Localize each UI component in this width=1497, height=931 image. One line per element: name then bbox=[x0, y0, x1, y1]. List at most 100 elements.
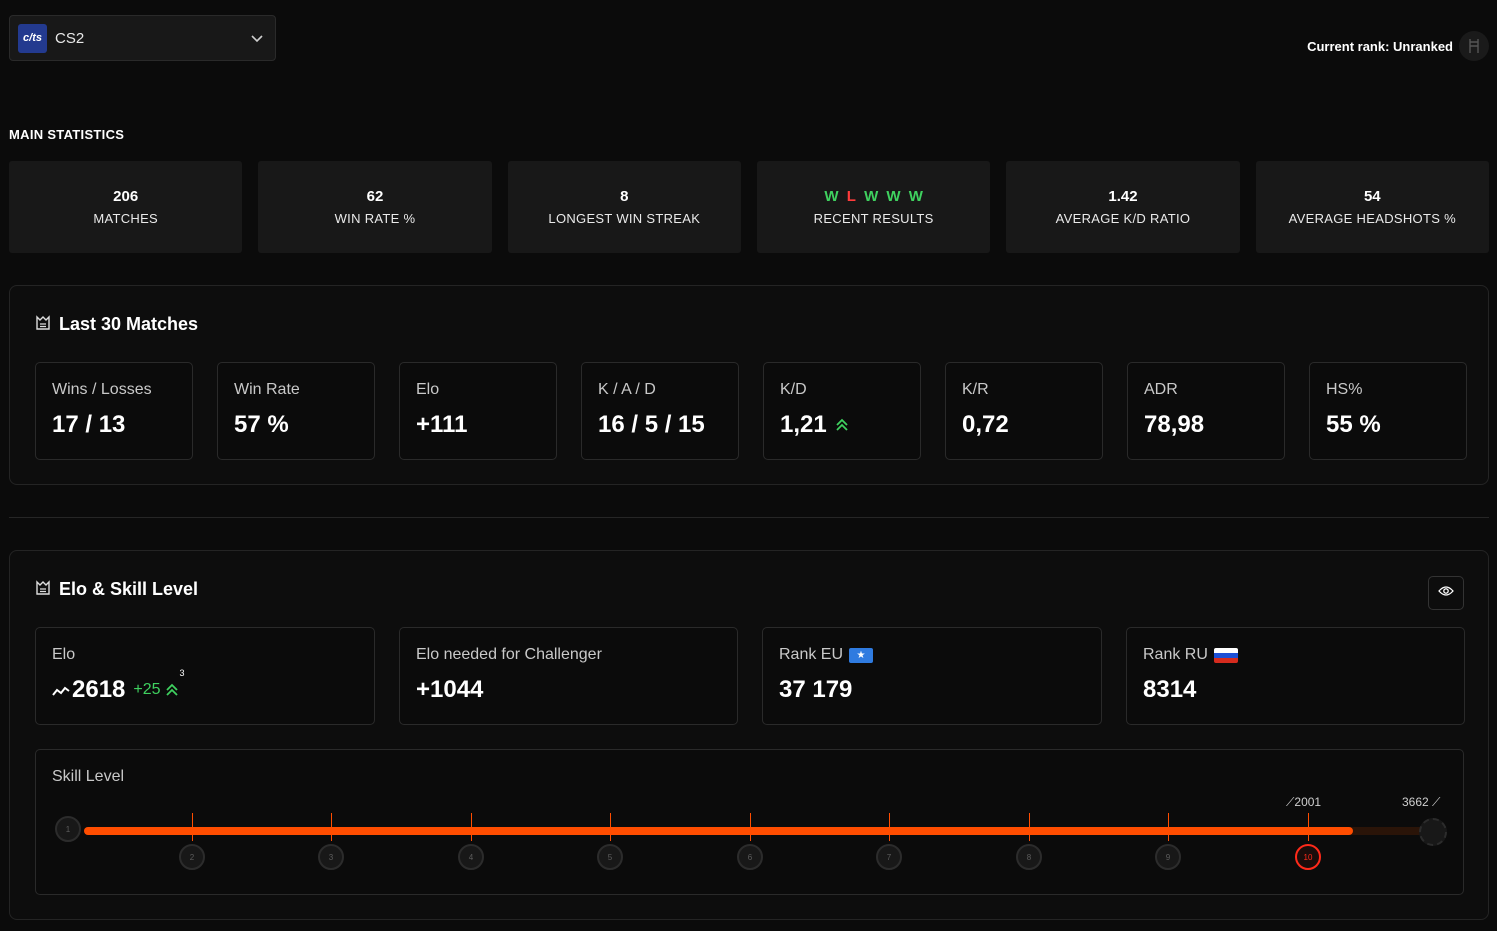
skill-level-9-icon: 9 bbox=[1155, 844, 1181, 870]
result-win: W bbox=[864, 188, 879, 205]
skill-progress-track bbox=[84, 827, 1434, 835]
skill-level-7-icon: 7 bbox=[876, 844, 902, 870]
last-30-matches-panel: Last 30 Matches Wins / Losses 17 / 13 Wi… bbox=[9, 285, 1489, 485]
card-value-row: 1,21 bbox=[780, 411, 904, 439]
card-value: 17 / 13 bbox=[52, 411, 126, 438]
card-label-row: Rank RU bbox=[1143, 646, 1448, 664]
card-elo: Elo +111 bbox=[399, 362, 557, 460]
card-label: Rank RU bbox=[1143, 646, 1208, 663]
last-30-cards: Wins / Losses 17 / 13 Win Rate 57 % Elo … bbox=[35, 362, 1467, 460]
stat-value: 62 bbox=[366, 188, 384, 205]
skill-tick bbox=[331, 813, 332, 841]
skill-tick bbox=[471, 813, 472, 841]
streak-count: 3 bbox=[179, 668, 185, 678]
skill-tick bbox=[610, 813, 611, 841]
win-streak-icon: 3 bbox=[165, 668, 185, 704]
card-adr: ADR 78,98 bbox=[1127, 362, 1285, 460]
card-value: 78,98 bbox=[1144, 411, 1205, 438]
skill-tick bbox=[889, 813, 890, 841]
double-chevron-up-icon bbox=[835, 411, 849, 439]
result-loss: L bbox=[846, 188, 856, 205]
card-label: HS% bbox=[1326, 381, 1363, 398]
card-rank-ru: Rank RU 8314 bbox=[1126, 627, 1465, 725]
result-win: W bbox=[886, 188, 901, 205]
card-kr: K/R 0,72 bbox=[945, 362, 1103, 460]
card-label: Elo needed for Challenger bbox=[416, 646, 602, 663]
stat-label: AVERAGE HEADSHOTS % bbox=[1288, 211, 1456, 226]
toggle-visibility-button[interactable] bbox=[1428, 576, 1464, 610]
next-level-icon bbox=[1419, 818, 1447, 846]
stat-value: 54 bbox=[1363, 188, 1381, 205]
card-elo-current: Elo 2618 +25 3 bbox=[35, 627, 375, 725]
skill-level-3-icon: 3 bbox=[318, 844, 344, 870]
card-value: 57 % bbox=[234, 411, 289, 438]
card-wins-losses: Wins / Losses 17 / 13 bbox=[35, 362, 193, 460]
elo-skill-title: Elo & Skill Level bbox=[35, 579, 198, 600]
card-label: Wins / Losses bbox=[52, 381, 152, 398]
card-hs: HS% 55 % bbox=[1309, 362, 1467, 460]
stat-label: RECENT RESULTS bbox=[813, 211, 934, 226]
trend-icon: ⟋ bbox=[1432, 795, 1441, 809]
elo-value: 2618 bbox=[72, 676, 126, 703]
panel-title-text: Last 30 Matches bbox=[59, 314, 199, 334]
level-min-marker: ⟋2001 bbox=[1286, 795, 1321, 810]
stat-card-average-kd: 1.42 AVERAGE K/D RATIO bbox=[1006, 161, 1240, 253]
card-value: 55 % bbox=[1326, 411, 1381, 438]
stat-label: MATCHES bbox=[93, 211, 159, 226]
card-value: 16 / 5 / 15 bbox=[598, 411, 705, 438]
recent-results: W L W W W bbox=[822, 188, 925, 205]
card-label: K/D bbox=[780, 381, 807, 398]
trend-icon: ⟋ bbox=[1286, 795, 1295, 809]
card-label: Rank EU bbox=[779, 646, 844, 663]
card-label: K/R bbox=[962, 381, 989, 398]
result-win: W bbox=[824, 188, 839, 205]
card-label: Elo bbox=[416, 381, 440, 398]
stat-value: 8 bbox=[620, 188, 629, 205]
skill-level-box: Skill Level ⟋2001 3662 ⟋ 1 2 3 4 5 6 7 8 9 10 bbox=[35, 749, 1464, 895]
level-min-value: 2001 bbox=[1294, 795, 1322, 809]
chevron-down-icon bbox=[251, 30, 263, 46]
card-kd: K/D 1,21 bbox=[763, 362, 921, 460]
skill-tick bbox=[1308, 813, 1309, 841]
stat-label: WIN RATE % bbox=[334, 211, 416, 226]
card-value: 37 179 bbox=[779, 676, 853, 703]
stat-label: LONGEST WIN STREAK bbox=[548, 211, 701, 226]
elo-cards: Elo 2618 +25 3 Elo needed for Challenger… bbox=[35, 627, 1465, 725]
game-name: CS2 bbox=[55, 29, 85, 47]
cs2-logo-icon: c/ts bbox=[18, 23, 47, 53]
skill-level-label: Skill Level bbox=[52, 768, 125, 785]
skill-level-5-icon: 5 bbox=[597, 844, 623, 870]
rank-badge-icon bbox=[1459, 31, 1489, 61]
stat-card-average-headshots: 54 AVERAGE HEADSHOTS % bbox=[1255, 161, 1489, 253]
card-label: ADR bbox=[1144, 381, 1178, 398]
skill-level-1-icon: 1 bbox=[55, 816, 81, 842]
max-elo-value: 3662 bbox=[1402, 795, 1429, 809]
card-value: +1044 bbox=[416, 676, 484, 703]
eu-flag-icon: ★ bbox=[849, 647, 874, 663]
card-rank-eu: Rank EU ★ 37 179 bbox=[762, 627, 1102, 725]
skill-tick bbox=[1168, 813, 1169, 841]
panel-icon bbox=[35, 579, 51, 600]
stat-card-recent-results: W L W W W RECENT RESULTS bbox=[756, 161, 991, 253]
trend-icon bbox=[52, 676, 70, 704]
card-label-row: Rank EU ★ bbox=[779, 646, 1085, 664]
skill-progress-fill bbox=[84, 827, 1353, 835]
max-elo-marker: 3662 ⟋ bbox=[1402, 795, 1440, 810]
last-30-matches-title: Last 30 Matches bbox=[35, 314, 198, 335]
elo-skill-panel: Elo & Skill Level Elo 2618 +25 3 Elo nee… bbox=[9, 550, 1489, 920]
skill-level-2-icon: 2 bbox=[179, 844, 205, 870]
skill-level-4-icon: 4 bbox=[458, 844, 484, 870]
ru-flag-icon bbox=[1213, 647, 1238, 663]
main-statistics-row: 206 MATCHES 62 WIN RATE % 8 LONGEST WIN … bbox=[9, 161, 1489, 253]
stat-value: 1.42 bbox=[1108, 188, 1138, 205]
elo-delta: +25 bbox=[133, 681, 161, 698]
skill-level-6-icon: 6 bbox=[737, 844, 763, 870]
skill-tick bbox=[192, 813, 193, 841]
current-rank: Current rank: Unranked bbox=[1307, 31, 1489, 61]
card-value: 8314 bbox=[1143, 676, 1197, 703]
stat-label: AVERAGE K/D RATIO bbox=[1055, 211, 1191, 226]
panel-icon bbox=[35, 314, 51, 335]
game-select-dropdown[interactable]: c/ts CS2 bbox=[9, 15, 276, 61]
stat-card-win-rate: 62 WIN RATE % bbox=[258, 161, 492, 253]
result-win: W bbox=[908, 188, 923, 205]
